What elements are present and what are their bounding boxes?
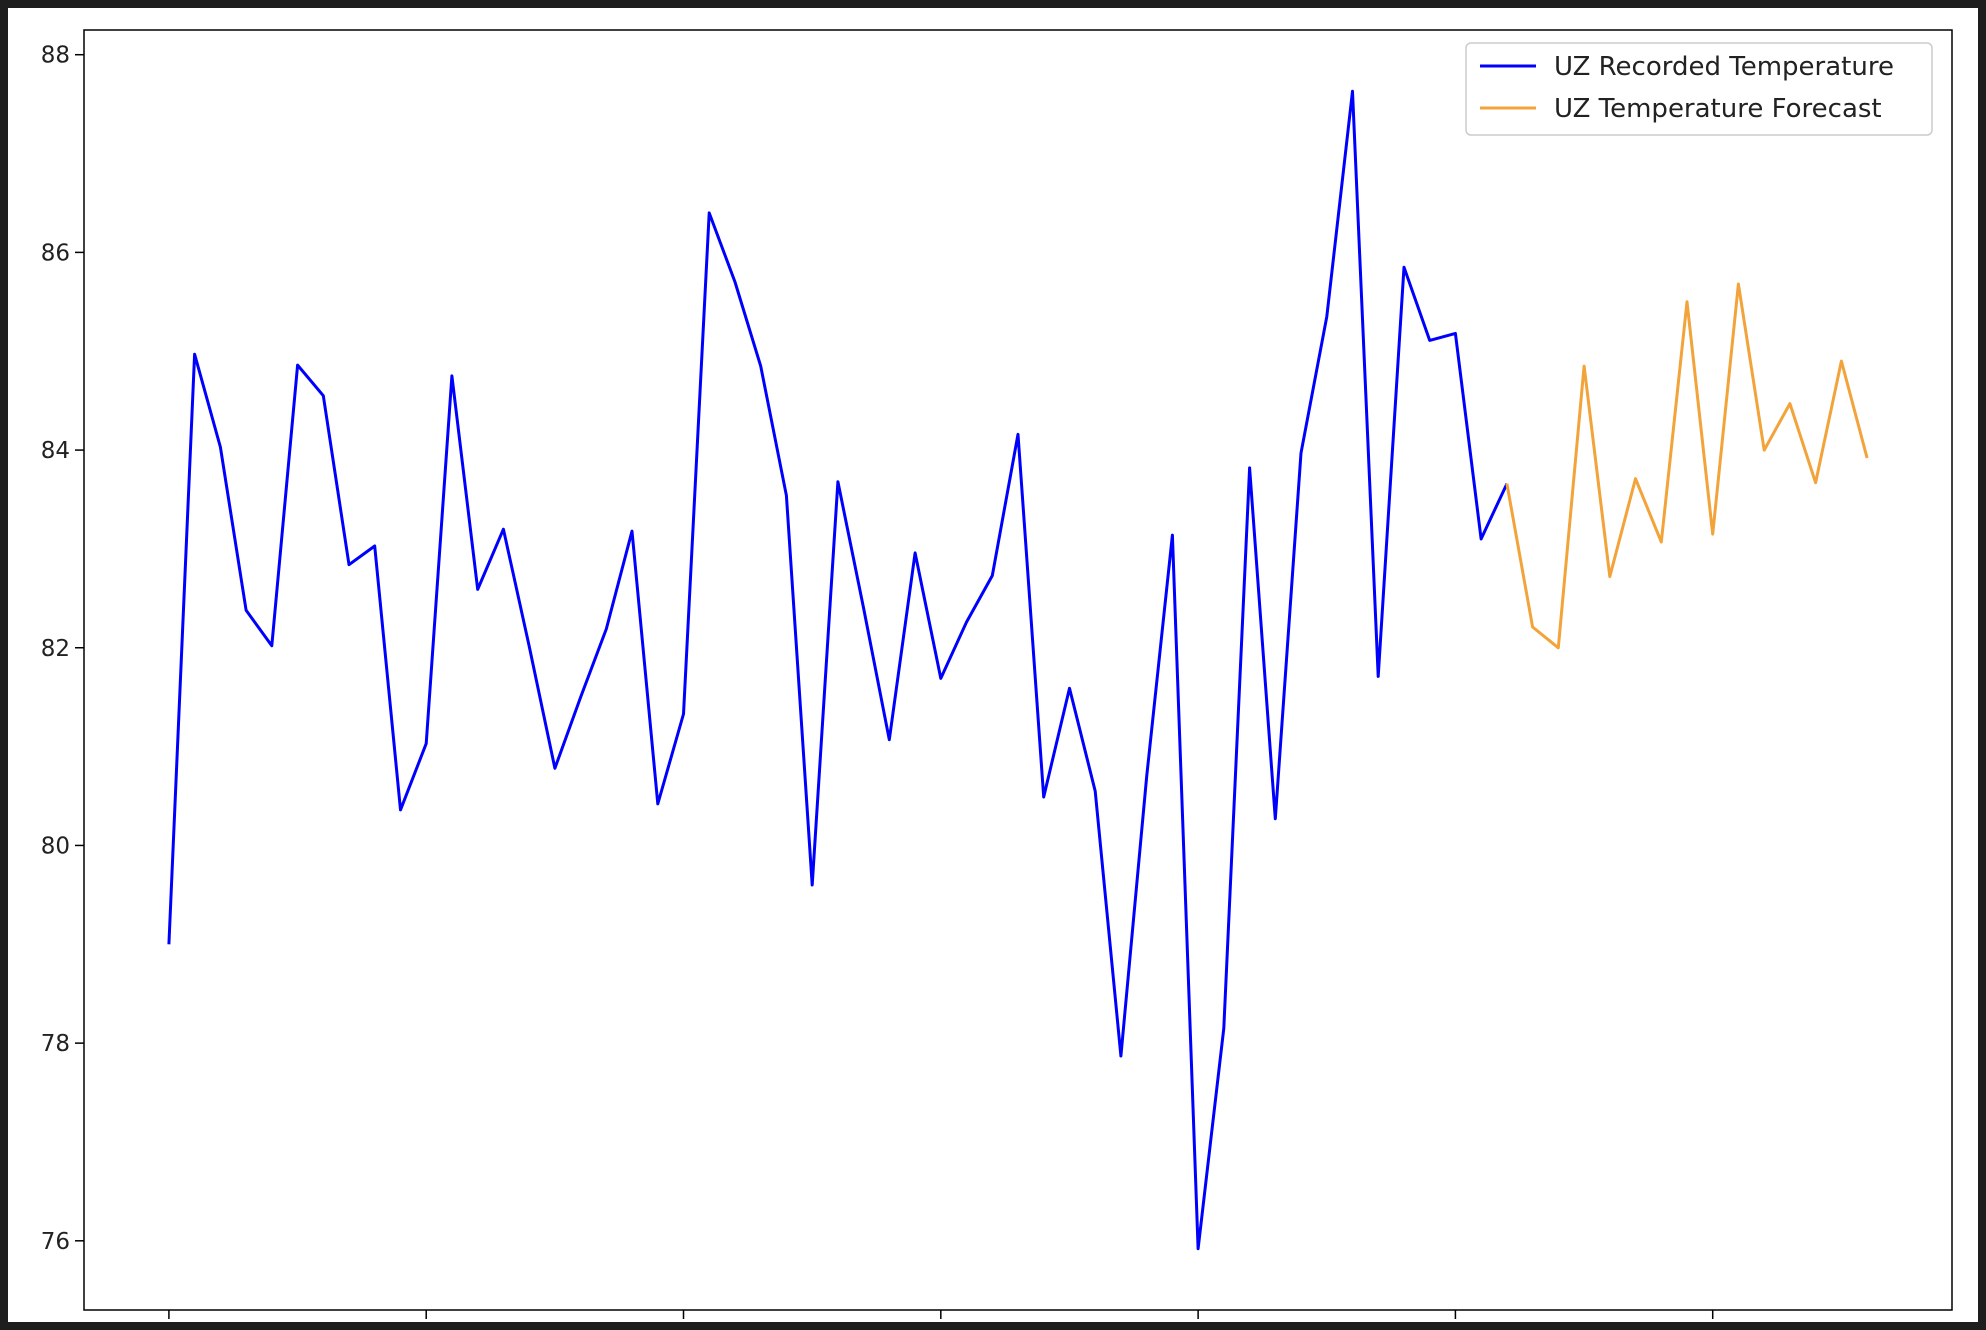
y-tick-label: 76 <box>41 1229 70 1255</box>
y-tick-label: 78 <box>41 1031 70 1057</box>
plot-frame <box>83 29 1953 1311</box>
y-axis: 76 78 80 82 84 86 88 <box>41 43 84 1255</box>
y-tick-label: 84 <box>41 438 70 464</box>
series-layer <box>167 89 1869 1251</box>
legend-box <box>1465 42 1933 136</box>
y-tick-label: 82 <box>41 636 70 662</box>
line-chart: 1960197019801990200020102020 76 78 80 82 84 8… <box>41 29 1953 1319</box>
legend-label-forecast: UZ Temperature Forecast <box>1554 94 1882 124</box>
y-tick-label: 80 <box>41 833 70 859</box>
legend: UZ Recorded Temperature UZ Temperature F… <box>1465 42 1933 136</box>
legend-label-recorded: UZ Recorded Temperature <box>1554 52 1894 82</box>
series-line-recorded <box>167 89 1509 1251</box>
y-tick-label: 86 <box>41 240 70 266</box>
x-axis: 1960197019801990200020102020 <box>168 1310 1714 1319</box>
y-tick-label: 88 <box>41 43 70 69</box>
plot-area <box>84 30 1952 1310</box>
series-line-forecast <box>1505 282 1869 650</box>
figure-canvas: 1960197019801990200020102020 76 78 80 82 84 8… <box>8 8 1978 1322</box>
